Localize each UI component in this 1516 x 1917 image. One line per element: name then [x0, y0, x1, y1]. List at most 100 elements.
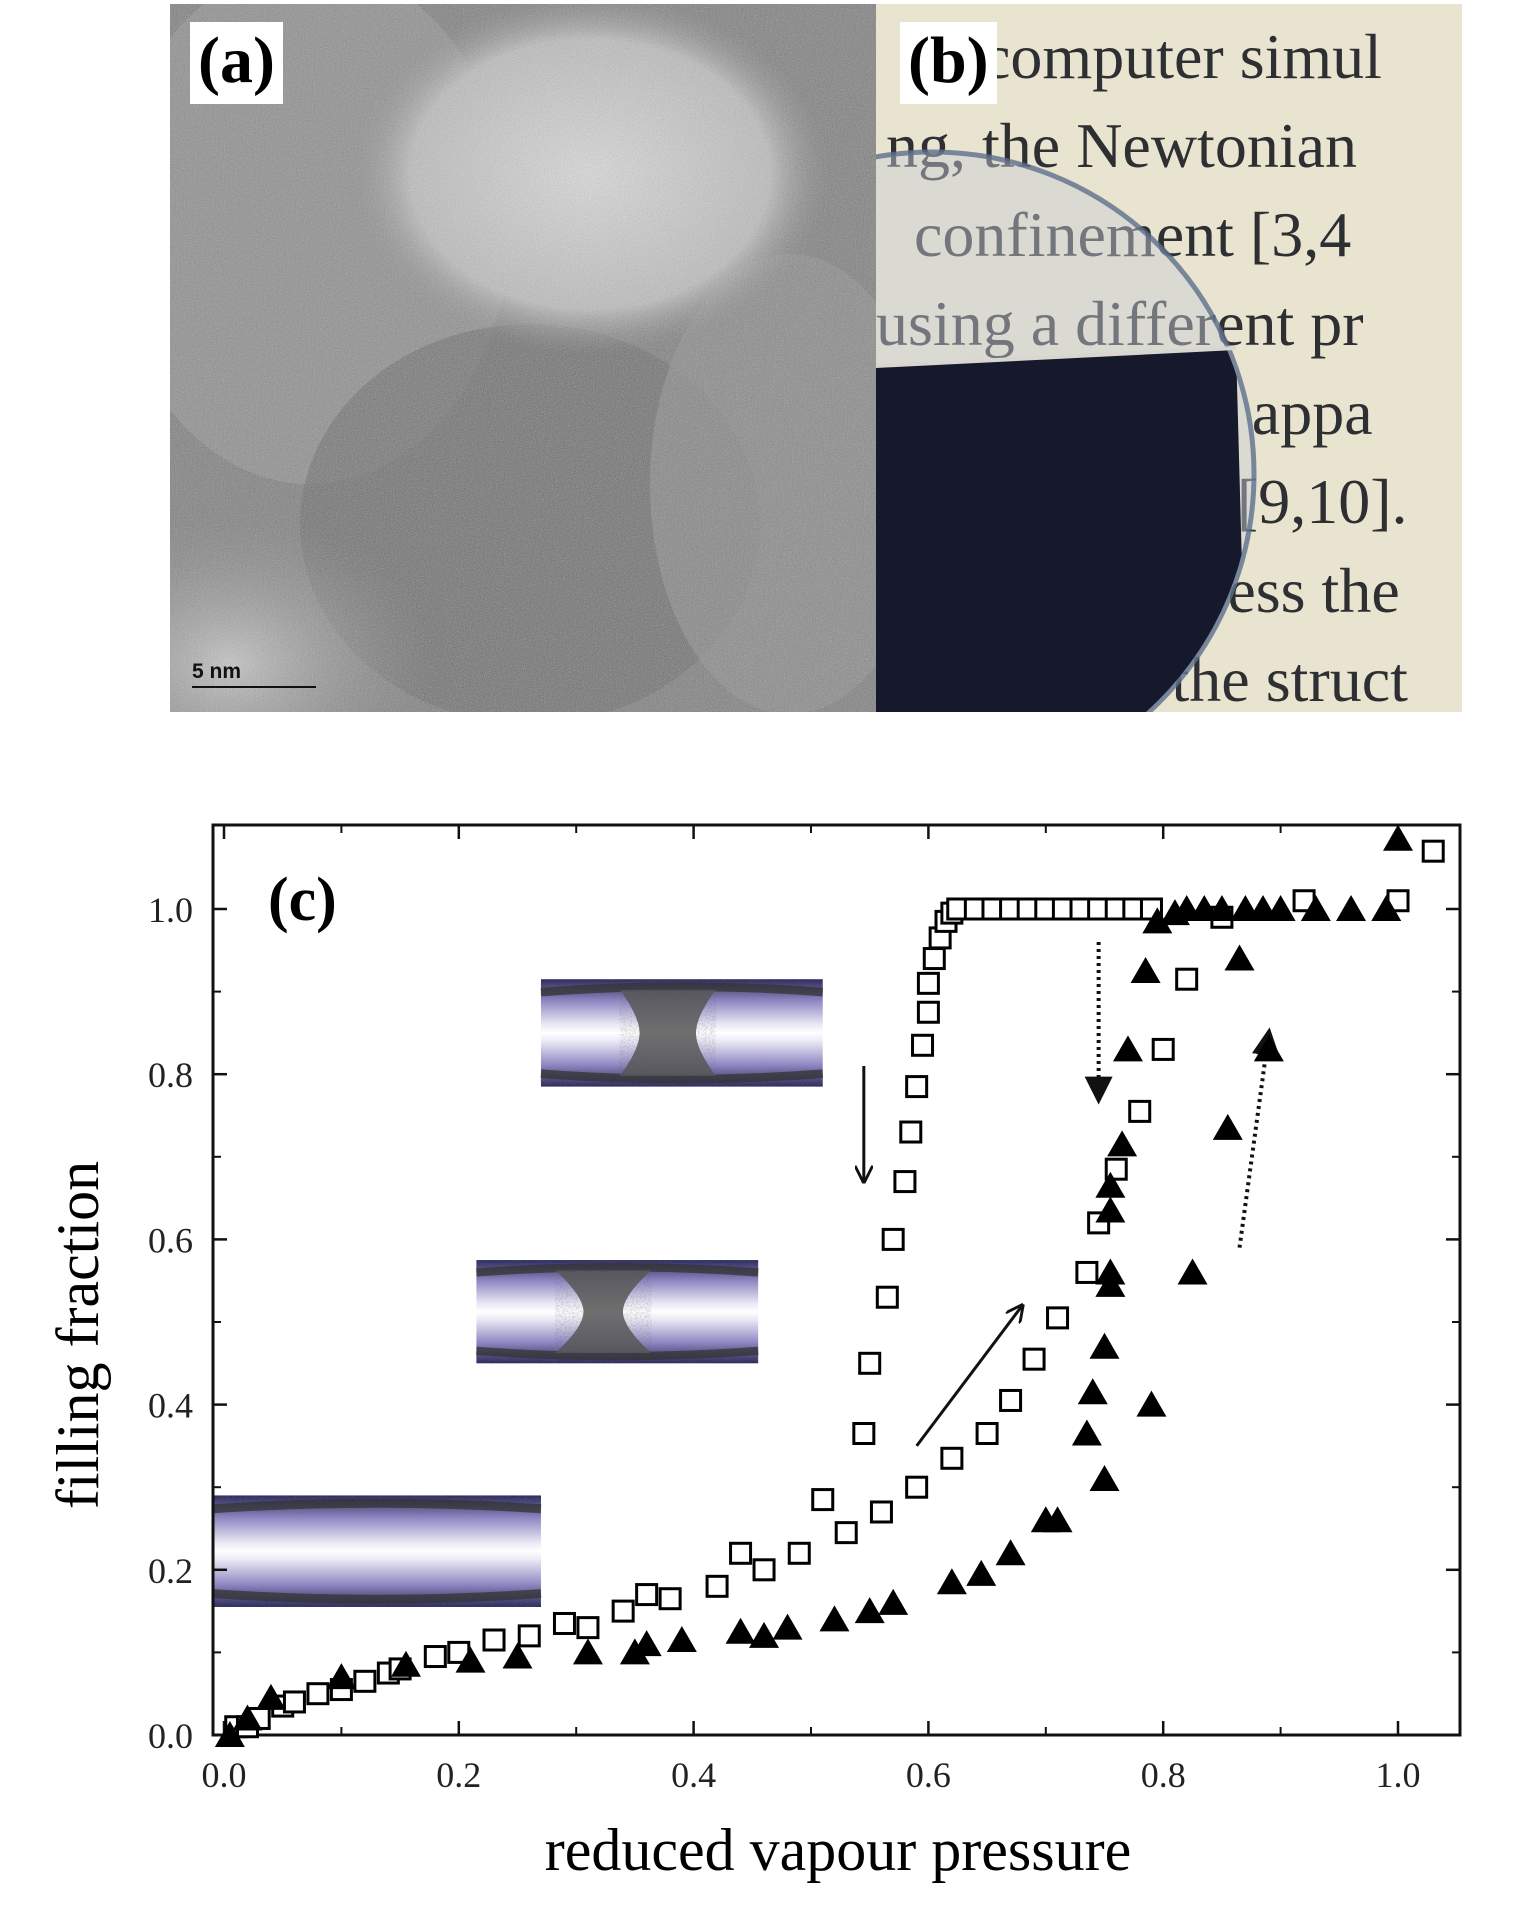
filled-triangle-point [214, 1721, 245, 1747]
filled-triangle-point [1095, 1196, 1126, 1223]
open-square-point [353, 1669, 377, 1693]
filled-triangle-point [966, 1559, 997, 1586]
text-line: using a different pr [876, 288, 1364, 359]
scale-bar-label: 5 nm [192, 660, 242, 683]
open-square-point [423, 1645, 447, 1669]
panel-c-label: (c) [268, 866, 337, 934]
open-square-point [1022, 1347, 1046, 1371]
open-square-point [940, 1446, 964, 1470]
y-tick-label: 0.6 [148, 1220, 193, 1260]
filled-triangle-point [819, 1605, 850, 1632]
open-square-point [752, 1558, 776, 1582]
text-line: computer simul [982, 21, 1382, 92]
open-square-point [905, 1475, 929, 1499]
filled-triangle-point [1371, 895, 1402, 921]
open-square-point [1128, 1099, 1152, 1123]
y-axis-label: filling fraction [45, 1161, 111, 1509]
tem-micrograph [170, 4, 876, 712]
filled-triangle-point [1089, 1332, 1120, 1359]
annotation-arrows [864, 942, 1280, 1447]
upper-adsorbed-film [476, 1263, 759, 1277]
filled-triangle-point [749, 1621, 780, 1648]
filled-triangle-point [725, 1617, 756, 1644]
filled-triangle-point [1206, 895, 1237, 921]
filled-triangle-point [1095, 1258, 1126, 1285]
open-square-point [576, 1616, 600, 1640]
solid-arrow [915, 1305, 1023, 1447]
filled-triangle-point [666, 1626, 697, 1653]
open-square-point [922, 947, 946, 971]
filled-triangle-point [1042, 1506, 1073, 1533]
x-tick-label: 1.0 [1376, 1755, 1421, 1795]
y-tick-label: 0.4 [148, 1386, 193, 1426]
filled-triangle-point [455, 1646, 486, 1673]
open-square-point [899, 1120, 923, 1144]
filled-triangle-point [1336, 895, 1367, 921]
open-square-point [893, 1170, 917, 1194]
filled-triangle-point [854, 1597, 885, 1624]
panel-a-label: (a) [190, 22, 283, 104]
filled-triangle-point [1130, 956, 1161, 983]
filled-triangle-point [502, 1642, 533, 1669]
open-square-point [306, 1682, 330, 1706]
x-tick-label: 0.6 [906, 1755, 951, 1795]
open-square-point [811, 1488, 835, 1512]
open-square-point [975, 1422, 999, 1446]
filled-triangle-point [1265, 895, 1296, 921]
y-tick-label: 0.8 [148, 1055, 193, 1095]
filled-triangle-point [631, 1630, 662, 1657]
adsorption-isotherm-chart: 0.0 0.2 0.4 0.6 0.8 1.0 0.0 0.2 0.4 0.6 0.8 1.0 (c)… [0, 760, 1516, 1912]
axis-ticks: 0.0 0.2 0.4 0.6 0.8 1.0 0.0 0.2 0.4 0.6 0.8 1.0 [148, 825, 1460, 1795]
open-square-point [858, 1351, 882, 1375]
lower-adsorbed-film [476, 1346, 759, 1361]
text-line: ng, the Newtonian [886, 110, 1357, 181]
lower-adsorbed-film [540, 1069, 824, 1084]
x-tick-label: 0.0 [202, 1755, 247, 1795]
open-square-point [881, 1227, 905, 1251]
panel-b-label: (b) [900, 22, 997, 104]
open-square-point [658, 1587, 682, 1611]
filled-triangle-point [1107, 1130, 1138, 1157]
chart-svg: 0.0 0.2 0.4 0.6 0.8 1.0 0.0 0.2 0.4 0.6 0.8 1.0 (c)… [45, 823, 1462, 1883]
md-snapshot-inset [211, 1495, 542, 1607]
filled-triangle-point [1136, 1390, 1167, 1417]
open-square-point [916, 971, 940, 995]
open-square-point [552, 1611, 576, 1635]
liquid-bridge-texture [619, 989, 716, 1076]
data-points [214, 824, 1445, 1747]
filled-triangle-point [1089, 1464, 1120, 1491]
filled-triangle-point [1177, 1258, 1208, 1285]
y-tick-label: 1.0 [148, 890, 193, 930]
filled-triangle-point [1095, 1171, 1126, 1198]
md-snapshot-insets [211, 979, 824, 1607]
open-square-point [1046, 1306, 1070, 1330]
open-square-point [1075, 1260, 1099, 1284]
open-square-point [1421, 839, 1445, 863]
md-snapshot-inset [476, 1260, 759, 1364]
sample-photo-panel: computer simul ng, the Newtonian confine… [876, 4, 1462, 712]
lower-adsorbed-film [211, 1589, 542, 1604]
x-tick-label: 0.4 [671, 1755, 716, 1795]
open-square-point [911, 1033, 935, 1057]
y-tick-label: 0.0 [148, 1716, 193, 1756]
filled-triangle-point [1212, 1113, 1243, 1140]
filled-triangle-point [1300, 895, 1331, 921]
x-tick-label: 0.2 [436, 1755, 481, 1795]
open-square-point [282, 1690, 306, 1714]
open-square-point [611, 1599, 635, 1623]
open-square-point [729, 1541, 753, 1565]
y-tick-label: 0.2 [148, 1551, 193, 1591]
filled-triangle-point [326, 1663, 357, 1690]
filled-triangle-point [772, 1613, 803, 1640]
filled-triangle-point [936, 1568, 967, 1595]
upper-adsorbed-film [540, 982, 824, 997]
scale-bar-line [192, 686, 316, 688]
filled-triangle-point [1071, 1419, 1102, 1446]
filled-triangle-point [255, 1683, 286, 1710]
open-square-point [705, 1574, 729, 1598]
pore-background [212, 1495, 541, 1607]
open-square-point [852, 1422, 876, 1446]
open-square-point [875, 1285, 899, 1309]
sample-disc [876, 149, 1257, 712]
filled-triangle-point [390, 1650, 421, 1677]
